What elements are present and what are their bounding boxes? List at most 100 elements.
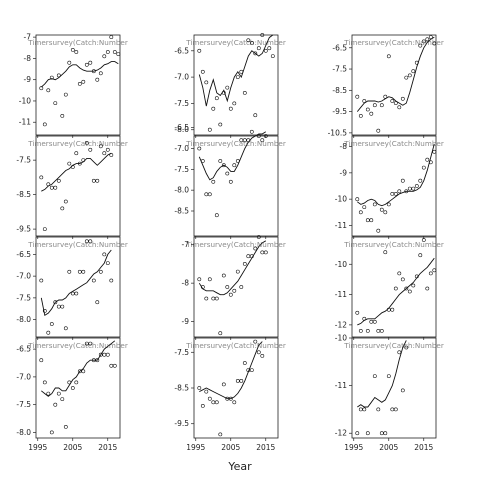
y-tick-label: -7 <box>24 33 32 42</box>
panel-7: Timersurvey(Catch:Number-6.5 -7.0 -7.5 -8.0 <box>16 236 128 340</box>
y-tick-label: -10.5 <box>328 128 348 137</box>
data-point <box>411 283 416 288</box>
data-point <box>221 273 226 278</box>
data-point <box>232 288 237 293</box>
data-point <box>253 51 258 56</box>
y-tick-label: -11 <box>335 381 347 390</box>
data-point <box>365 107 370 112</box>
data-point <box>67 60 72 65</box>
x-tick-label: 2015 <box>414 443 433 452</box>
data-point <box>232 101 237 106</box>
x-tick-label: 2015 <box>256 443 275 452</box>
data-point <box>218 159 223 163</box>
data-point <box>70 165 75 169</box>
data-point <box>414 184 419 188</box>
y-tick-label: -10 <box>335 334 347 343</box>
data-point <box>242 138 247 143</box>
y-tick-label: -7 <box>182 240 190 249</box>
fitted-line <box>198 131 267 181</box>
data-point <box>383 250 388 255</box>
panel-frame <box>35 236 121 338</box>
data-point <box>56 391 61 396</box>
fitted-line <box>357 340 407 408</box>
y-tick-label: -7.5 <box>174 165 189 174</box>
data-point <box>109 153 114 157</box>
data-point <box>414 60 419 65</box>
data-point <box>77 161 82 166</box>
data-point <box>400 178 405 183</box>
y-tick-label: -12 <box>335 320 347 329</box>
y-tick-label: -12 <box>335 429 347 438</box>
data-point <box>218 432 223 437</box>
data-point <box>386 54 391 59</box>
data-point <box>393 101 398 106</box>
data-point <box>235 269 240 274</box>
y-tick-label: -6.5 <box>174 46 189 55</box>
data-point <box>95 358 100 363</box>
data-point <box>211 400 216 405</box>
data-point <box>418 43 423 48</box>
panel-3: Timersurvey(Catch:Number-6.5 -7.5 -8.5 -9.5… <box>328 34 444 138</box>
panel-title: Timersurvey(Catch:Number <box>343 341 444 350</box>
data-point <box>63 326 68 331</box>
data-point <box>197 48 202 53</box>
data-point <box>81 79 86 84</box>
y-tick-label: -10 <box>335 260 347 269</box>
panel-frame <box>35 337 121 439</box>
data-point <box>91 178 96 183</box>
fitted-line <box>198 240 267 296</box>
data-point <box>404 345 409 350</box>
data-point <box>225 85 230 90</box>
data-point <box>379 207 384 212</box>
y-tick-label: -10 <box>19 96 31 105</box>
y-tick-label: -8.5 <box>16 190 31 199</box>
y-tick-label: -6.5 <box>174 123 189 132</box>
data-point <box>53 101 58 106</box>
data-point <box>77 369 82 374</box>
data-point <box>49 322 54 326</box>
data-point <box>74 380 79 385</box>
data-point <box>77 269 82 274</box>
panel-frame <box>193 236 279 338</box>
data-point <box>105 261 110 266</box>
data-point <box>200 403 205 408</box>
panel-frame <box>193 34 279 136</box>
data-point <box>39 278 44 283</box>
y-tick-label: -9.5 <box>174 419 189 428</box>
data-point <box>81 158 86 163</box>
data-point <box>53 300 58 305</box>
data-point <box>214 213 219 218</box>
data-point <box>60 397 65 402</box>
data-point <box>253 246 258 251</box>
y-tick-label: -8.5 <box>174 384 189 393</box>
data-point <box>355 310 360 315</box>
data-point <box>404 75 409 80</box>
data-point <box>70 48 75 52</box>
panel-9: Timersurvey(Catch:Number -10 -11 -12 <box>335 236 444 340</box>
data-point <box>88 239 93 244</box>
data-point <box>207 192 212 197</box>
data-point <box>235 75 240 80</box>
data-point <box>425 157 430 162</box>
panel-title: Timersurvey(Catch:Number <box>27 341 128 350</box>
data-point <box>91 358 96 363</box>
y-tick-label: -11 <box>19 118 31 127</box>
data-point <box>42 380 47 385</box>
data-point <box>67 380 72 385</box>
panel-frame <box>351 135 437 237</box>
data-point <box>383 94 388 99</box>
x-tick-label: 2015 <box>98 443 117 452</box>
data-point <box>242 261 247 266</box>
data-point <box>207 277 212 282</box>
data-point <box>211 106 216 111</box>
data-point <box>74 151 79 156</box>
data-point <box>355 431 360 436</box>
data-point <box>253 113 258 118</box>
data-point <box>46 330 51 335</box>
fitted-line <box>198 34 274 107</box>
y-tick-label: -7.0 <box>174 73 189 82</box>
fitted-line <box>41 152 112 192</box>
data-point <box>63 92 68 97</box>
data-point <box>116 52 121 57</box>
y-tick-label: -8.0 <box>16 315 31 324</box>
